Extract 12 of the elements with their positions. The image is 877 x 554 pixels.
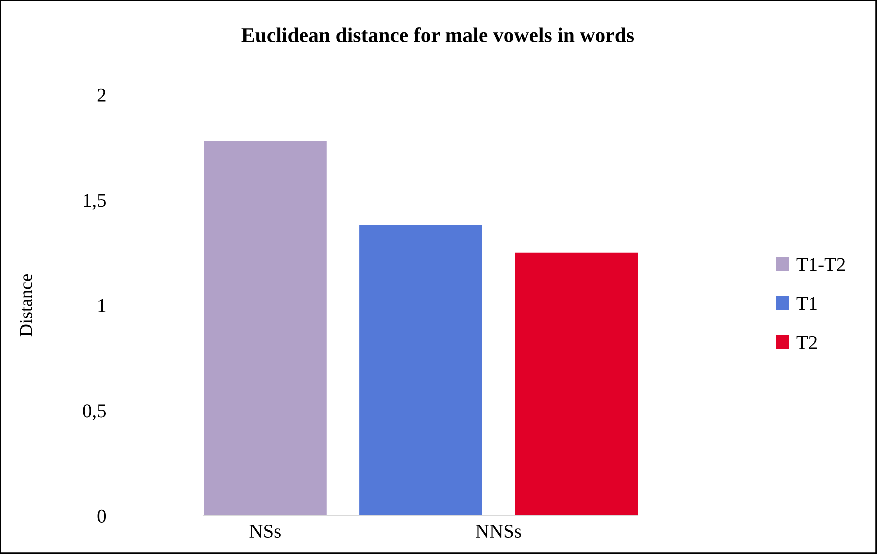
legend-label: T1-T2 <box>796 258 846 272</box>
legend-label: T1 <box>796 297 817 310</box>
y-tick-label: 1 <box>98 299 106 312</box>
chart-title: Euclidean distance for male vowels in words <box>242 28 634 42</box>
y-tick-label: 2 <box>98 88 106 102</box>
y-axis-title: Distance <box>20 274 32 337</box>
y-tick-label: 0,5 <box>83 404 106 420</box>
y-tick-label: 1,5 <box>84 194 106 210</box>
y-tick-label: 0 <box>98 510 106 523</box>
x-tick-label: NNSs <box>476 524 522 538</box>
legend-label: T2 <box>796 336 817 350</box>
x-tick-label: NSs <box>250 524 281 538</box>
